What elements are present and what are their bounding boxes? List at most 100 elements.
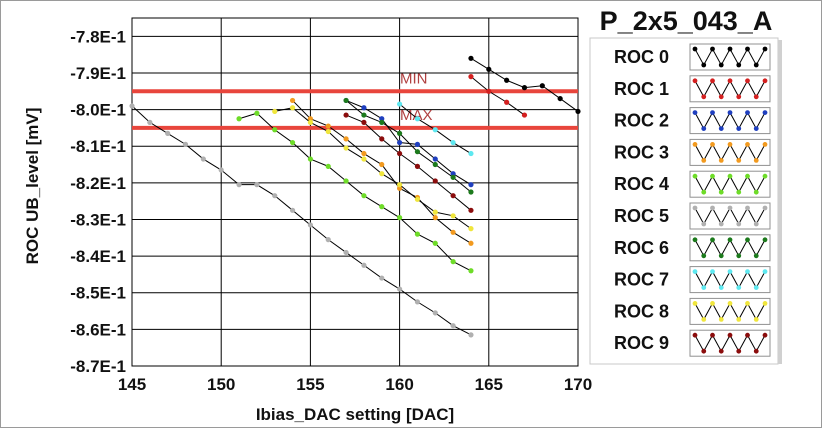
- data-point: [379, 171, 385, 177]
- legend-swatch-marker: [745, 237, 750, 243]
- data-point: [218, 167, 224, 173]
- legend-swatch-marker: [692, 332, 698, 338]
- data-point: [397, 101, 403, 107]
- series-roc-9: [343, 112, 474, 213]
- data-point: [397, 286, 403, 292]
- series-layer: [129, 55, 581, 338]
- data-point: [450, 229, 456, 235]
- data-point: [414, 141, 421, 147]
- legend-swatch-marker: [762, 301, 768, 306]
- legend-label: ROC 1: [614, 79, 669, 99]
- legend-swatch-marker: [692, 173, 698, 179]
- legend-label: ROC 7: [614, 270, 669, 290]
- plot-border: [131, 17, 579, 367]
- data-point: [414, 196, 421, 202]
- legend-swatch-marker: [745, 142, 750, 147]
- x-tick-label: 170: [564, 375, 592, 394]
- data-point: [307, 116, 313, 122]
- legend-swatch-marker: [718, 348, 724, 354]
- plot-area: [132, 18, 578, 366]
- data-point: [486, 66, 492, 72]
- legend-swatch-marker: [727, 237, 733, 243]
- data-point: [468, 189, 474, 195]
- legend-swatch-marker: [753, 317, 759, 322]
- data-point: [272, 108, 278, 115]
- legend-swatch-marker: [701, 285, 707, 290]
- legend-swatch-marker: [692, 301, 698, 306]
- legend-label: ROC 9: [614, 333, 669, 353]
- data-point: [307, 222, 313, 228]
- legend-swatch: [689, 234, 771, 262]
- data-point: [236, 182, 242, 188]
- y-tick-label: -8.6E-1: [70, 320, 126, 339]
- legend-swatch-marker: [762, 110, 768, 115]
- data-point: [539, 83, 545, 89]
- data-point: [557, 95, 563, 102]
- legend-swatch: [689, 266, 771, 294]
- series-line: [345, 99, 472, 186]
- legend-label: ROC 8: [614, 301, 669, 321]
- data-point: [307, 156, 313, 162]
- chart-title: P_2x5_043_A: [600, 6, 773, 36]
- legend-swatch-marker: [745, 301, 750, 306]
- legend-swatch-marker: [701, 253, 707, 259]
- data-point: [468, 332, 474, 338]
- legend-swatch-marker: [718, 158, 724, 163]
- data-point: [379, 275, 385, 281]
- data-point: [468, 74, 474, 80]
- legend-swatch-marker: [753, 126, 759, 131]
- data-point: [468, 240, 474, 246]
- data-point: [343, 145, 349, 151]
- data-point: [361, 150, 367, 157]
- legend-swatch: [689, 43, 771, 71]
- data-point: [432, 127, 438, 133]
- legend-swatch-marker: [753, 285, 759, 290]
- data-point: [361, 112, 367, 118]
- data-point: [414, 163, 421, 169]
- legend-swatch-marker: [718, 126, 724, 131]
- data-point: [379, 161, 385, 168]
- data-point: [325, 163, 331, 169]
- legend-swatch-marker: [736, 317, 742, 322]
- data-point: [432, 161, 438, 168]
- x-tick-label: 145: [118, 375, 146, 394]
- data-point: [254, 110, 260, 116]
- data-point: [254, 182, 260, 188]
- legend-swatch-marker: [736, 253, 742, 259]
- data-point: [289, 139, 296, 146]
- data-point: [432, 178, 438, 184]
- series-line: [131, 105, 472, 336]
- y-tick-label: -8.7E-1: [70, 357, 126, 376]
- data-point: [379, 119, 385, 125]
- data-point: [468, 150, 474, 157]
- legend-label: ROC 4: [614, 174, 669, 194]
- data-point: [343, 97, 349, 104]
- legend-swatch-marker: [718, 285, 724, 290]
- legend-swatch-marker: [762, 142, 768, 147]
- data-point: [504, 99, 510, 105]
- legend-swatch-marker: [736, 285, 742, 290]
- legend-swatch-marker: [710, 332, 715, 338]
- series-roc-7: [397, 101, 474, 157]
- data-point: [272, 193, 278, 199]
- legend-swatch-marker: [718, 94, 724, 100]
- data-point: [325, 128, 331, 135]
- y-tick-label: -7.8E-1: [70, 27, 126, 46]
- legend-swatch-marker: [727, 301, 733, 306]
- x-tick-label: 155: [296, 375, 324, 394]
- legend-swatch-marker: [762, 46, 768, 52]
- plot-background: [132, 18, 578, 366]
- legend-swatch-marker: [727, 142, 733, 147]
- legend-swatch-marker: [736, 348, 742, 354]
- data-point: [450, 259, 456, 265]
- data-point: [432, 310, 438, 316]
- data-point: [325, 237, 331, 243]
- legend-swatch-marker: [692, 46, 698, 52]
- legend-label: ROC 2: [614, 111, 669, 131]
- legend-swatch-marker: [710, 237, 715, 243]
- legend-swatch-marker: [753, 189, 759, 195]
- data-point: [432, 215, 438, 221]
- data-point: [397, 139, 403, 146]
- legend-swatch-marker: [753, 221, 759, 227]
- legend-swatch-marker: [762, 173, 768, 179]
